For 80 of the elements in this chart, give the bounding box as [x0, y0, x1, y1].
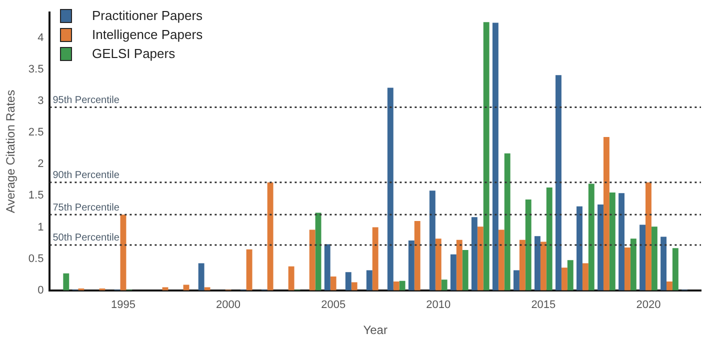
bar	[387, 88, 394, 290]
bar	[435, 238, 442, 290]
bar	[462, 250, 468, 290]
x-tick-label: 2010	[426, 299, 451, 312]
bar	[372, 227, 378, 290]
bar	[345, 272, 352, 290]
y-tick-label: 0.5	[28, 252, 44, 265]
bar	[483, 22, 490, 290]
bar	[414, 220, 420, 290]
bar	[351, 282, 358, 290]
ref-line-label: 50th Percentile	[52, 232, 120, 244]
bar	[618, 193, 624, 290]
ref-line-label: 90th Percentile	[52, 170, 120, 182]
bar	[603, 136, 610, 290]
bar	[598, 204, 604, 290]
bar	[609, 192, 616, 290]
x-tick-label: 2015	[531, 299, 556, 312]
bar	[429, 190, 436, 290]
bar	[546, 187, 552, 290]
bar	[582, 263, 588, 290]
bar	[246, 249, 252, 290]
bar	[540, 242, 546, 290]
y-tick-label: 4	[38, 32, 44, 44]
bar	[288, 266, 294, 290]
bar	[498, 230, 504, 290]
bar	[561, 268, 568, 290]
x-tick-label: 1995	[110, 299, 136, 312]
y-tick-label: 1.5	[28, 190, 44, 202]
y-tick-label: 3	[38, 95, 44, 108]
bar	[504, 153, 510, 290]
y-axis-title: Average Citation Rates	[4, 90, 18, 214]
y-tick-label: 2.5	[28, 126, 44, 139]
x-axis-title: Year	[363, 323, 388, 338]
legend-label: GELSI Papers	[92, 46, 176, 61]
legend-label: Practitioner Papers	[92, 8, 203, 23]
bar	[534, 236, 540, 290]
bar	[651, 226, 658, 290]
legend-label: Intelligence Papers	[92, 27, 203, 42]
ref-line-label: 75th Percentile	[52, 202, 120, 214]
bar	[672, 248, 678, 290]
bar	[567, 260, 574, 290]
bar	[624, 247, 630, 290]
y-tick-label: 3.5	[28, 63, 44, 76]
bar	[492, 22, 498, 290]
bar	[450, 254, 456, 290]
bar	[640, 224, 646, 290]
bar	[471, 217, 478, 290]
x-tick-label: 2005	[321, 299, 346, 312]
bar	[198, 263, 204, 290]
bar	[183, 284, 190, 290]
x-tick-label: 2020	[636, 299, 661, 312]
bar	[630, 238, 636, 290]
bar	[393, 282, 400, 290]
bar	[660, 236, 667, 290]
bar	[441, 280, 448, 290]
bar	[315, 212, 322, 290]
ref-line-label: 95th Percentile	[52, 95, 120, 106]
bar	[330, 276, 336, 290]
bar	[666, 282, 672, 290]
bar	[408, 240, 414, 290]
bar	[646, 182, 652, 290]
y-tick-label: 0	[38, 284, 44, 296]
bar	[513, 270, 520, 290]
bar	[456, 240, 462, 290]
bar	[309, 230, 316, 290]
x-tick-label: 2000	[216, 299, 241, 312]
bar	[588, 184, 594, 290]
bar	[477, 226, 484, 290]
y-tick-label: 2	[38, 158, 44, 170]
y-tick-label: 1	[38, 221, 44, 234]
bar	[525, 199, 532, 290]
bar	[120, 214, 126, 290]
bar	[63, 273, 70, 290]
bar	[267, 182, 274, 290]
bar	[366, 270, 372, 290]
bar	[519, 240, 526, 290]
bar	[556, 75, 562, 290]
bar	[576, 206, 582, 290]
bar	[399, 280, 406, 290]
bar	[324, 244, 330, 290]
